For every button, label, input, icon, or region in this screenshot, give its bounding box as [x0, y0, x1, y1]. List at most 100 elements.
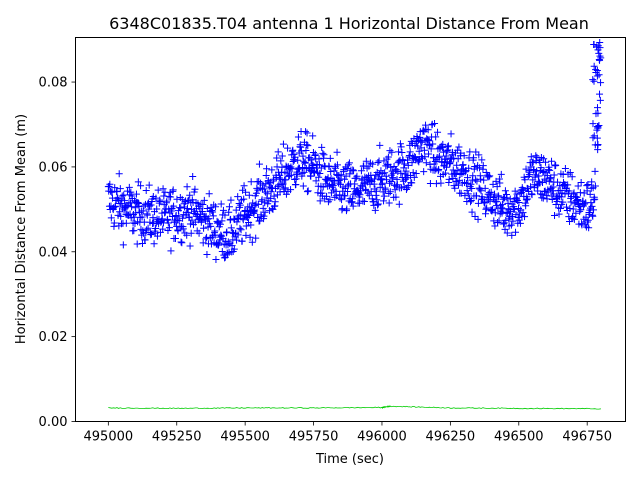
data-point	[409, 169, 417, 177]
data-point	[184, 197, 192, 205]
data-point	[374, 159, 382, 167]
data-point	[584, 216, 592, 224]
data-point	[299, 152, 307, 160]
data-point	[597, 54, 605, 62]
data-point	[386, 179, 394, 187]
data-point	[260, 212, 268, 220]
data-point	[333, 161, 341, 169]
data-point	[183, 204, 191, 212]
data-point	[527, 153, 535, 161]
data-point	[119, 241, 127, 249]
data-point	[591, 167, 599, 175]
data-point	[145, 205, 153, 213]
data-point	[589, 76, 597, 84]
data-point	[427, 145, 435, 153]
data-point	[299, 182, 307, 190]
data-point	[205, 190, 213, 198]
data-point	[107, 214, 115, 222]
data-point	[319, 149, 327, 157]
data-point	[521, 176, 529, 184]
data-point	[442, 152, 450, 160]
data-point	[584, 218, 592, 226]
data-point	[315, 173, 323, 181]
data-point	[526, 168, 534, 176]
data-point	[476, 185, 484, 193]
y-tick-label: 0.06	[39, 160, 68, 175]
data-point	[174, 227, 182, 235]
data-point	[395, 148, 403, 156]
data-point	[434, 128, 442, 136]
data-point	[597, 79, 605, 87]
data-point	[491, 190, 499, 198]
x-tick-label: 495500	[220, 430, 270, 445]
data-point	[563, 203, 571, 211]
data-point	[202, 235, 210, 243]
data-point	[455, 181, 463, 189]
data-point	[137, 182, 145, 190]
data-point	[184, 208, 192, 216]
data-point	[519, 186, 527, 194]
data-point	[199, 239, 207, 247]
data-point	[588, 178, 596, 186]
data-point	[380, 197, 388, 205]
data-point	[449, 148, 457, 156]
data-point	[469, 172, 477, 180]
data-point	[117, 212, 125, 220]
data-point	[473, 192, 481, 200]
data-point	[242, 188, 250, 196]
data-point	[391, 186, 399, 194]
data-point	[356, 191, 364, 199]
data-point	[273, 154, 281, 162]
data-point	[470, 154, 478, 162]
data-point	[380, 157, 388, 165]
data-point	[203, 251, 211, 259]
data-point	[123, 187, 131, 195]
data-point	[532, 157, 540, 165]
data-point	[435, 165, 443, 173]
data-point	[589, 212, 597, 220]
data-point	[189, 172, 197, 180]
data-point	[521, 213, 529, 221]
data-point	[545, 163, 553, 171]
data-point	[178, 239, 186, 247]
data-point	[251, 201, 259, 209]
data-point	[186, 191, 194, 199]
data-point	[289, 146, 297, 154]
data-point	[163, 197, 171, 205]
data-point	[247, 178, 255, 186]
x-axis-label: Time (sec)	[315, 452, 384, 467]
data-point	[284, 144, 292, 152]
data-point	[239, 216, 247, 224]
data-point	[261, 208, 269, 216]
data-point	[147, 231, 155, 239]
data-point	[373, 196, 381, 204]
scatter-series	[104, 38, 605, 263]
plot-frame	[75, 37, 626, 422]
data-point	[349, 202, 357, 210]
data-point	[516, 190, 524, 198]
data-point	[481, 184, 489, 192]
data-point	[304, 187, 312, 195]
data-point	[331, 193, 339, 201]
data-point	[519, 186, 527, 194]
x-tick-label: 496250	[426, 430, 476, 445]
data-point	[455, 143, 463, 151]
data-point	[294, 165, 302, 173]
data-point	[294, 156, 302, 164]
data-point	[596, 90, 604, 98]
data-point	[431, 119, 439, 127]
data-point	[149, 214, 157, 222]
data-point	[200, 224, 208, 232]
data-point	[501, 225, 509, 233]
x-tick-label: 495250	[152, 430, 202, 445]
data-point	[374, 201, 382, 209]
data-point	[591, 195, 599, 203]
data-point	[316, 197, 324, 205]
x-tick-label: 496500	[494, 430, 544, 445]
data-point	[132, 209, 140, 217]
data-point	[590, 62, 598, 70]
data-point	[254, 200, 262, 208]
data-point	[445, 175, 453, 183]
x-tick-label: 496750	[562, 430, 612, 445]
